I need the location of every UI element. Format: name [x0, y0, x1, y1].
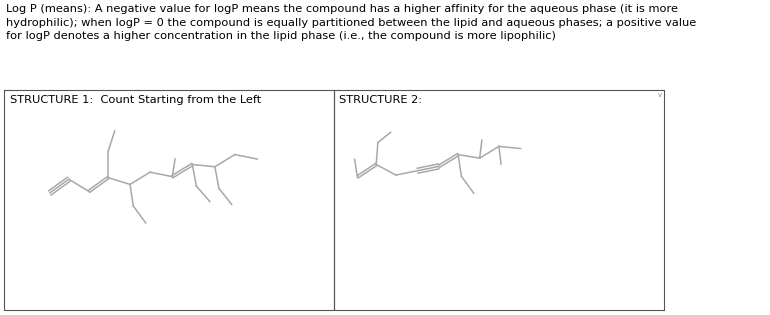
Text: v: v [658, 92, 662, 98]
Text: Log P (means): A negative value for logP means the compound has a higher affinit: Log P (means): A negative value for logP… [6, 4, 696, 41]
Text: STRUCTURE 2:: STRUCTURE 2: [339, 95, 422, 105]
Text: STRUCTURE 1:  Count Starting from the Left: STRUCTURE 1: Count Starting from the Lef… [9, 95, 261, 105]
